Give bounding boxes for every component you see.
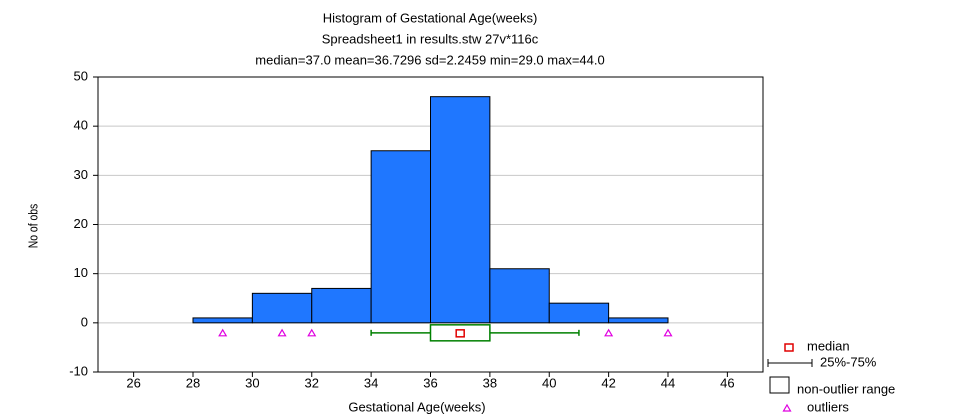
box [429,324,491,342]
legend-label: non-outlier range [797,381,895,396]
chart-annotation: median=37.0 mean=36.7296 sd=2.2459 min=2… [255,52,604,67]
x-tick-label: 44 [661,375,675,390]
legend-box-symbol [769,376,790,394]
y-tick-label: 10 [74,265,88,280]
chart-subtitle: Spreadsheet1 in results.stw 27v*116c [322,31,539,46]
x-tick-label: 26 [126,375,140,390]
outlier [218,328,228,337]
x-tick-label: 40 [542,375,556,390]
y-tick-label: 30 [74,167,88,182]
x-tick-label: 28 [186,375,200,390]
bar [370,150,431,324]
bar [311,287,372,324]
plot-frame [97,76,764,373]
y-tick-label: 0 [81,314,88,329]
bar [608,317,669,324]
x-axis-label: Gestational Age(weeks) [348,399,485,414]
outlier [663,328,673,337]
x-tick-label: 36 [423,375,437,390]
legend-label: median [807,338,850,353]
x-tick-label: 34 [364,375,378,390]
outlier [604,328,614,337]
bar [548,302,610,324]
legend-outlier-symbol [782,403,792,412]
legend-label: outliers [807,399,849,414]
outlier [277,328,287,337]
x-tick-label: 46 [720,375,734,390]
median-marker [455,329,465,338]
x-tick-label: 42 [601,375,615,390]
outlier [307,328,317,337]
bar [430,96,491,324]
y-tick-label: -10 [69,363,88,378]
y-tick-label: 40 [74,118,88,133]
x-tick-label: 30 [245,375,259,390]
chart-title: Histogram of Gestational Age(weeks) [323,10,538,25]
legend-median-symbol [784,343,794,352]
legend-label: 25%-75% [820,354,877,369]
x-tick-label: 38 [483,375,497,390]
x-tick-label: 32 [305,375,319,390]
bar [251,292,313,324]
y-tick-label: 50 [74,68,88,83]
bar [192,317,253,324]
bar [489,268,550,324]
y-tick-label: 20 [74,216,88,231]
y-axis-label: No of obs [26,204,40,249]
